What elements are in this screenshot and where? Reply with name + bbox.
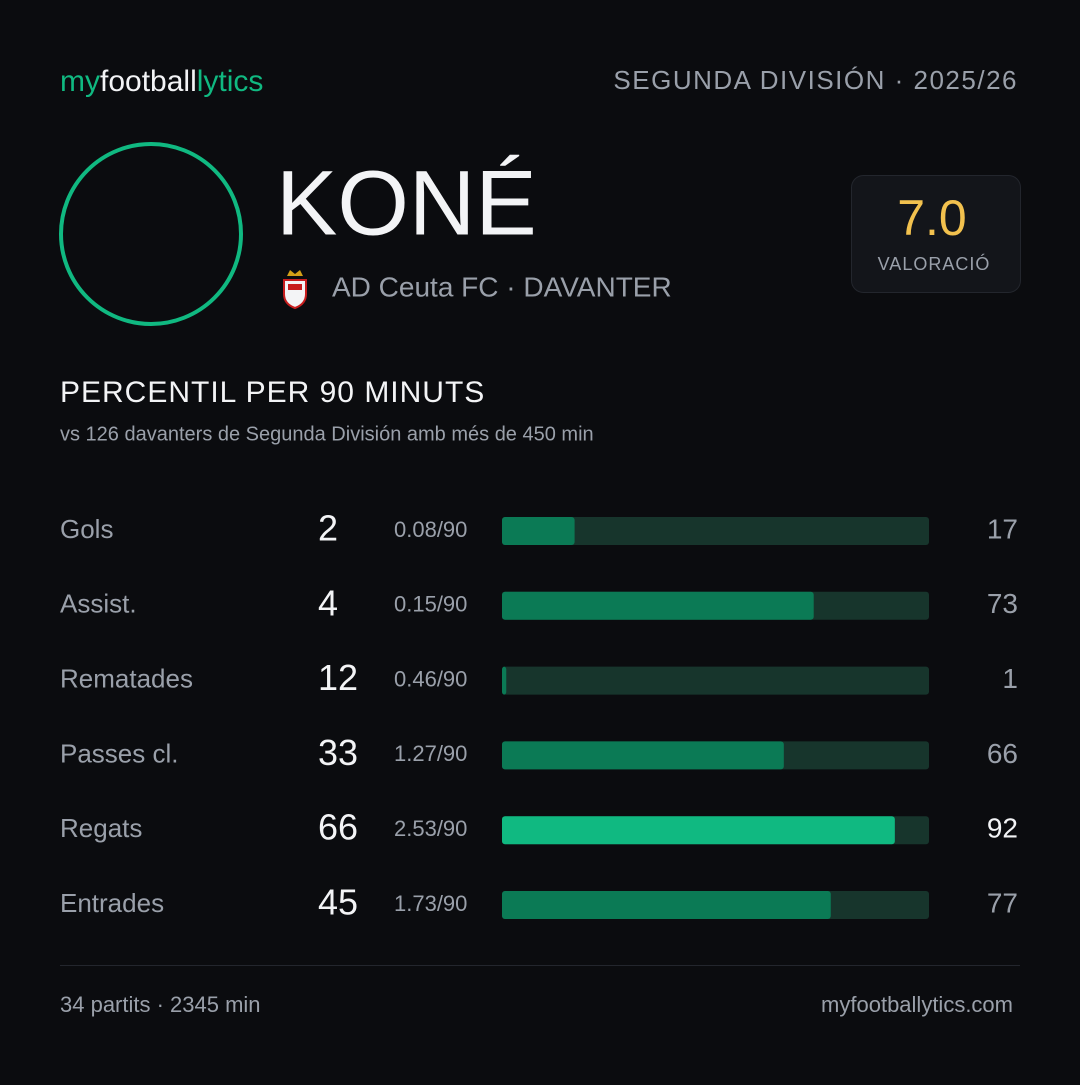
stat-per90: 1.27/90 — [394, 741, 467, 766]
stat-total: 2 — [318, 508, 338, 549]
percentile-label: 1 — [1002, 663, 1018, 694]
stat-label: Passes cl. — [60, 738, 179, 768]
stat-label: Gols — [60, 514, 113, 544]
footer-stats: 34 partits · 2345 min — [60, 992, 261, 1017]
team-position: AD Ceuta FC · DAVANTER — [332, 271, 672, 302]
rating-box — [851, 175, 1021, 293]
stat-label: Rematades — [60, 663, 193, 693]
player-name: KONÉ — [276, 152, 537, 254]
league: SEGUNDA DIVISIÓN · 2025/26 — [613, 65, 1018, 95]
bar — [502, 517, 575, 545]
rating-label: VALORACIÓ — [878, 253, 991, 274]
bar-track — [502, 517, 929, 545]
bar-track — [502, 666, 929, 695]
bar — [502, 741, 784, 770]
stat-per90: 0.08/90 — [394, 517, 467, 542]
stat-per90: 0.15/90 — [394, 592, 467, 617]
section-title: PERCENTIL PER 90 MINUTS — [60, 376, 485, 409]
stat-total: 66 — [318, 807, 358, 848]
stat-per90: 1.73/90 — [394, 891, 467, 916]
percentile-label: 17 — [987, 513, 1018, 544]
stat-label: Assist. — [60, 589, 137, 619]
percentile-label: 73 — [987, 588, 1018, 619]
rating: 7.0 — [897, 190, 967, 246]
percentile-label: 92 — [987, 813, 1018, 844]
stat-total: 12 — [318, 657, 358, 698]
bar — [502, 666, 507, 695]
brand-part: lytics — [197, 65, 264, 98]
bar — [502, 816, 895, 845]
stat-per90: 0.46/90 — [394, 666, 467, 691]
stat-total: 33 — [318, 732, 358, 773]
brand-part: football — [100, 65, 197, 98]
footer-site: myfootballytics.com — [821, 992, 1013, 1017]
stat-total: 4 — [318, 582, 338, 623]
stat-rows: Gols 2 0.08/90 17 Assist. 4 0.15/90 73 Rematades… — [60, 508, 1018, 923]
stat-per90: 2.53/90 — [394, 816, 467, 841]
team-crest — [283, 270, 307, 310]
percentile-label: 66 — [987, 738, 1018, 769]
percentile-label: 77 — [987, 887, 1018, 918]
stat-total: 45 — [318, 882, 358, 923]
brand: myfootballlytics — [60, 65, 263, 98]
stat-label: Entrades — [60, 888, 164, 918]
brand-part: my — [60, 65, 100, 98]
avatar-ring — [59, 142, 243, 326]
bar — [502, 891, 831, 919]
section-subtitle: vs 126 davanters de Segunda División amb… — [60, 423, 594, 445]
stat-label: Regats — [60, 813, 142, 843]
bar — [502, 591, 814, 620]
